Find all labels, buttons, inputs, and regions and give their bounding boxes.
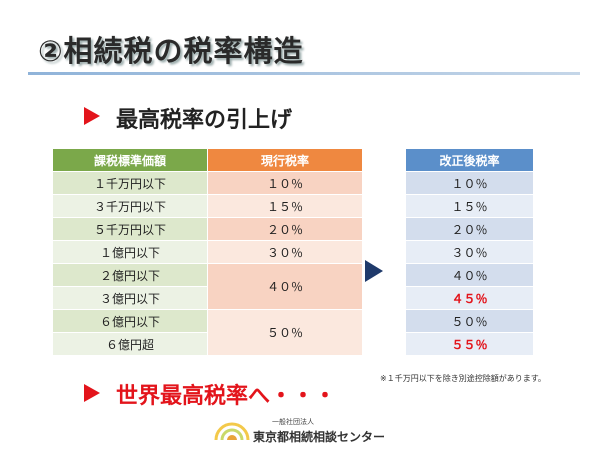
navy-right-arrow-icon <box>365 260 383 282</box>
revised-rate-cell: １５％ <box>405 194 534 218</box>
revised-rate-cell: ４０％ <box>405 263 534 287</box>
subtitle: 最高税率の引上げ <box>116 108 293 133</box>
revised-rate-cell: ２０％ <box>405 217 534 241</box>
revised-rate-table: 改正後税率 １０％ １５％ ２０％ ３０％ ４０％ ４５％ ５０％ ５５％ <box>405 148 534 356</box>
bottom-message: 世界最高税率へ・・・ <box>116 384 337 409</box>
current-rate-cell: １５％ <box>207 194 363 218</box>
title-underline <box>28 72 580 75</box>
org-type: 一般社団法人 <box>272 418 314 426</box>
current-rate-cell: １０％ <box>207 171 363 195</box>
base-cell: １億円以下 <box>52 240 208 264</box>
current-rate-cell: ３０％ <box>207 240 363 264</box>
base-cell: ６億円以下 <box>52 309 208 333</box>
revised-rate-cell: ５０％ <box>405 309 534 333</box>
footnote: ※１千万円以下を除き別途控除額があります。 <box>380 374 546 383</box>
red-triangle-bullet-icon <box>84 384 100 402</box>
sunrise-logo-icon <box>214 422 250 441</box>
base-cell: １千万円以下 <box>52 171 208 195</box>
current-rate-cell: ５０％ <box>207 309 363 356</box>
base-cell: ５千万円以下 <box>52 217 208 241</box>
header-current: 現行税率 <box>207 148 363 172</box>
revised-rate-cell: １０％ <box>405 171 534 195</box>
revised-rate-cell-highlight: ４５％ <box>405 286 534 310</box>
org-name: 東京都相続相談センター <box>253 430 386 444</box>
base-cell: ３千万円以下 <box>52 194 208 218</box>
page-title: ②相続税の税率構造 <box>38 34 304 68</box>
current-rate-cell: ４０％ <box>207 263 363 310</box>
revised-rate-cell: ３０％ <box>405 240 534 264</box>
current-rate-cell: ２０％ <box>207 217 363 241</box>
header-revised: 改正後税率 <box>405 148 534 172</box>
red-triangle-bullet-icon <box>84 107 100 125</box>
base-cell: ３億円以下 <box>52 286 208 310</box>
revised-rate-cell-highlight: ５５％ <box>405 332 534 356</box>
current-rate-table: 課税標準価額 現行税率 １千万円以下 １０％ ３千万円以下 １５％ ５千万円以下… <box>52 148 363 356</box>
base-cell: ６億円超 <box>52 332 208 356</box>
base-cell: ２億円以下 <box>52 263 208 287</box>
header-base: 課税標準価額 <box>52 148 208 172</box>
